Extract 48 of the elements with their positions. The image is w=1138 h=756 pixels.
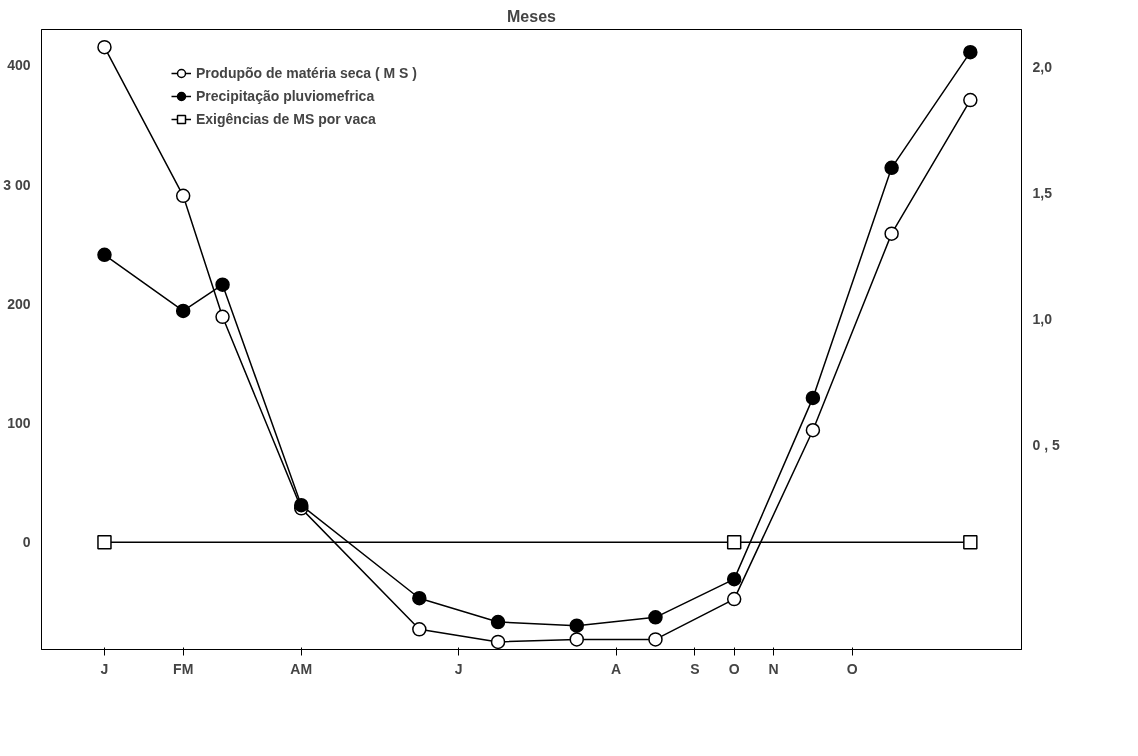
legend-label: Precipitação pluviomefrica — [196, 88, 375, 104]
point — [648, 610, 663, 625]
y2-tick-label: 0 , 5 — [1032, 437, 1060, 454]
x-tick-label: AM — [290, 660, 313, 677]
point — [726, 591, 742, 607]
point — [97, 39, 112, 55]
point — [726, 534, 742, 550]
point — [805, 422, 821, 438]
point — [569, 632, 585, 647]
x-tick-label: N — [768, 660, 779, 677]
point — [884, 160, 899, 176]
legend-label: Exigências de MS por vaca — [196, 111, 376, 127]
y2-tick-label: 1,5 — [1032, 185, 1053, 202]
point — [412, 590, 427, 606]
point — [175, 303, 191, 319]
point — [963, 534, 978, 550]
x-tick-label: A — [611, 660, 622, 677]
point — [963, 92, 978, 108]
y2-tick-label: 1,0 — [1032, 311, 1053, 328]
y-tick-label: 100 — [7, 414, 31, 431]
y2-tick-label: 2,0 — [1032, 59, 1053, 76]
y-tick-label: 0 — [22, 534, 31, 551]
y-tick-label: 400 — [7, 57, 31, 74]
chart-title: Meses — [507, 7, 557, 25]
point — [805, 390, 821, 406]
x-tick-label: O — [728, 660, 740, 677]
point — [294, 497, 309, 513]
point — [884, 226, 899, 241]
point — [215, 309, 230, 325]
point — [490, 614, 506, 630]
x-tick-label: FM — [173, 660, 194, 677]
x-tick-label: S — [690, 660, 700, 677]
point — [490, 634, 506, 650]
point — [97, 534, 112, 550]
point — [726, 571, 742, 587]
point — [569, 618, 585, 633]
point — [175, 188, 191, 204]
point — [215, 277, 230, 292]
legend-label: Produpõo de matéria seca ( M S ) — [196, 65, 417, 81]
x-tick-label: J — [100, 660, 109, 677]
point — [97, 247, 112, 263]
x-tick-label: O — [846, 660, 858, 677]
point — [963, 44, 978, 60]
x-tick-label: J — [454, 660, 463, 677]
y-tick-label: 3 00 — [3, 176, 31, 193]
y-tick-label: 200 — [7, 295, 31, 312]
point — [648, 632, 663, 647]
point — [412, 622, 427, 637]
